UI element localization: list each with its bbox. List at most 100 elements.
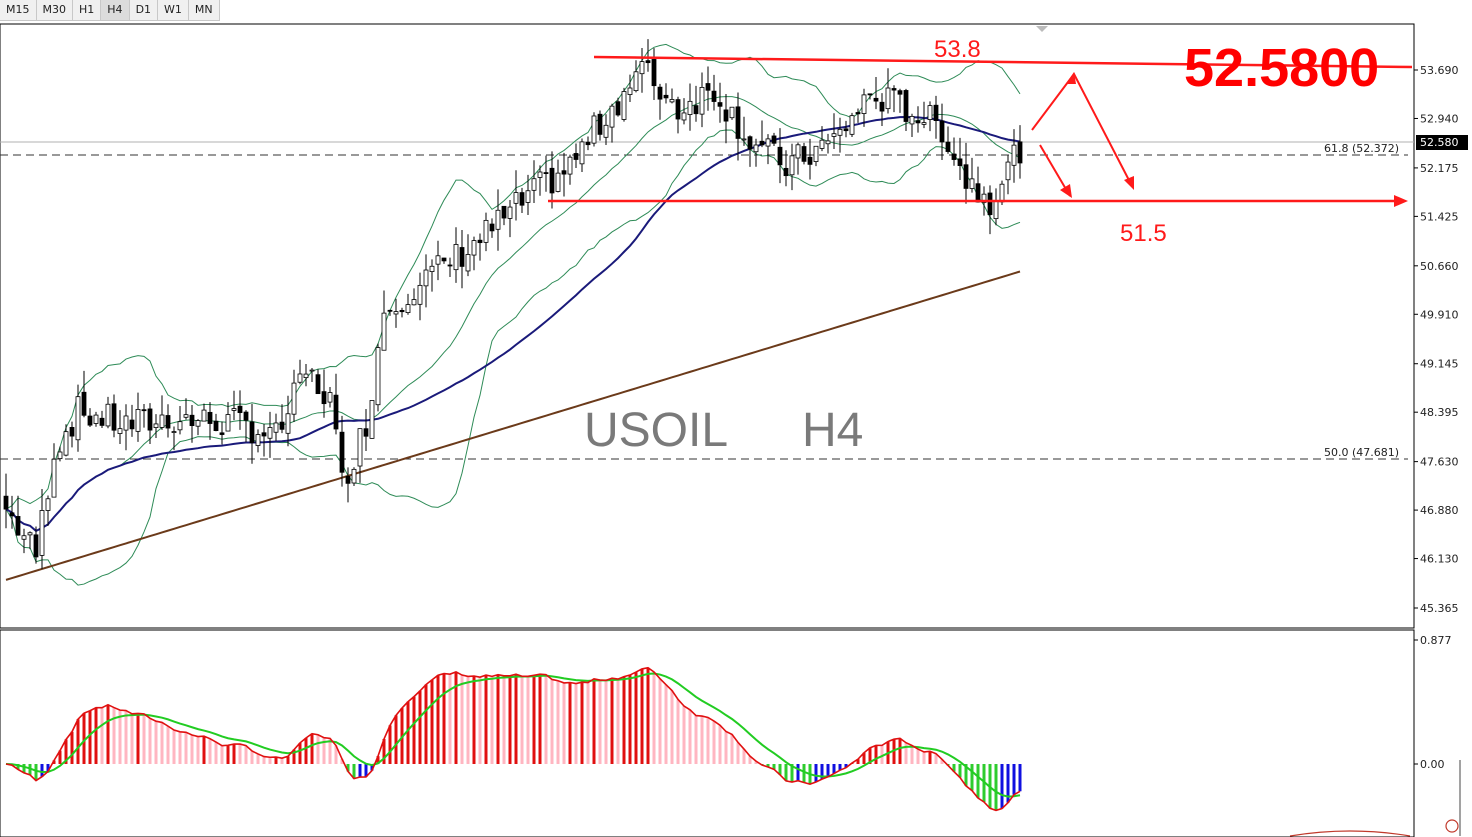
candle-bull	[753, 144, 759, 153]
candle-bear	[165, 415, 171, 429]
candle-bull	[969, 178, 975, 189]
candle-bull	[579, 141, 585, 165]
candle-bear	[855, 112, 861, 115]
candle-bull	[297, 373, 303, 383]
candle-bear	[363, 428, 369, 437]
candle-bull	[27, 532, 33, 536]
tf-m15-button[interactable]: M15	[0, 0, 37, 20]
candle-bull	[291, 382, 297, 415]
candle-bear	[801, 146, 807, 162]
price-axis[interactable]: 53.690 52.940 52.175 51.425 50.660 49.910 49.1…	[1414, 64, 1459, 615]
candle-bear	[333, 394, 339, 430]
candle-bear	[657, 86, 663, 100]
candle-bear	[963, 164, 969, 189]
tf-d1-button[interactable]: D1	[130, 0, 159, 20]
arrow-tip-right-icon	[1124, 176, 1134, 190]
candle-bull	[21, 535, 27, 540]
tf-mn-button[interactable]: MN	[189, 0, 220, 20]
candle-bear	[261, 432, 267, 437]
candle-bull	[303, 373, 309, 379]
support-arrowhead-icon	[1394, 195, 1408, 207]
bb-middle	[5, 96, 1021, 532]
candle-bull	[819, 139, 825, 149]
macd-lines	[5, 666, 1021, 812]
candle-bull	[309, 369, 315, 372]
candle-bull	[45, 498, 51, 511]
candle-bear	[561, 170, 567, 175]
candle-bull	[351, 468, 357, 484]
candle-bull	[177, 421, 183, 431]
price-tick-label: 50.660	[1420, 260, 1459, 273]
timeframe-toolbar: M15 M30 H1 H4 D1 W1 MN	[0, 0, 220, 21]
candle-bull	[687, 100, 693, 115]
candle-bear	[9, 512, 15, 517]
candle-bull	[417, 284, 423, 305]
candle-bear	[987, 192, 993, 216]
candle-bull	[369, 400, 375, 439]
candlesticks	[3, 39, 1023, 569]
candle-bear	[99, 417, 105, 426]
current-price-label: 52.580	[1420, 136, 1459, 149]
scroll-corner-icon[interactable]	[1289, 760, 1461, 837]
candle-bull	[1005, 161, 1011, 181]
candle-bull	[159, 414, 165, 428]
candle-bull	[507, 206, 513, 219]
macd-tick-label: 0.877	[1420, 634, 1452, 647]
candle-bear	[975, 183, 981, 203]
candle-bear	[663, 94, 669, 99]
price-tick-label: 46.130	[1420, 553, 1459, 566]
candle-bear	[321, 391, 327, 405]
candle-bull	[729, 106, 735, 119]
candle-bear	[33, 534, 39, 558]
candle-bull	[105, 403, 111, 427]
candle-bull	[789, 155, 795, 176]
candle-bull	[495, 209, 501, 230]
price-tick-label: 48.395	[1420, 406, 1459, 419]
candle-bear	[651, 59, 657, 87]
candle-bear	[207, 411, 213, 424]
candle-bull	[153, 423, 159, 428]
candle-bear	[141, 409, 147, 412]
big-price-label: 52.5800	[1184, 38, 1379, 98]
candle-bear	[69, 427, 75, 437]
fib-500-label: 50.0 (47.681)	[1324, 446, 1399, 459]
tf-m30-button[interactable]: M30	[37, 0, 73, 20]
candle-bear	[549, 167, 555, 194]
candle-bear	[543, 172, 549, 174]
candle-bull	[411, 299, 417, 306]
candle-bear	[399, 309, 405, 313]
candle-bear	[945, 141, 951, 152]
price-tick-label: 49.910	[1420, 308, 1459, 321]
candle-bear	[447, 264, 453, 267]
candle-bear	[735, 106, 741, 139]
candle-bull	[921, 122, 927, 125]
candle-bear	[933, 104, 939, 121]
annotation-top-price: 53.8	[934, 36, 981, 63]
candle-bear	[279, 421, 285, 430]
candle-bull	[555, 172, 561, 192]
candle-bull	[375, 347, 381, 406]
candle-bull	[465, 254, 471, 272]
tf-w1-button[interactable]: W1	[158, 0, 189, 20]
candle-bear	[387, 309, 393, 312]
candle-bull	[927, 105, 933, 120]
price-tick-label: 51.425	[1420, 210, 1459, 223]
candle-bull	[741, 138, 747, 141]
candle-bear	[81, 391, 87, 416]
macd-tick-label: 0.00	[1420, 758, 1445, 771]
candle-bull	[831, 133, 837, 137]
candle-bull	[123, 415, 129, 431]
candle-bear	[693, 105, 699, 115]
candle-bull	[405, 304, 411, 314]
tf-h1-button[interactable]: H1	[73, 0, 102, 20]
price-tick-label: 45.365	[1420, 602, 1459, 615]
candle-bull	[699, 86, 705, 115]
candle-bear	[873, 97, 879, 102]
candle-bear	[807, 156, 813, 165]
candle-bull	[39, 510, 45, 556]
candle-bear	[237, 405, 243, 414]
tf-h4-button[interactable]: H4	[101, 0, 130, 20]
annotation-bottom-price: 51.5	[1120, 220, 1167, 247]
candle-bull	[93, 414, 99, 424]
